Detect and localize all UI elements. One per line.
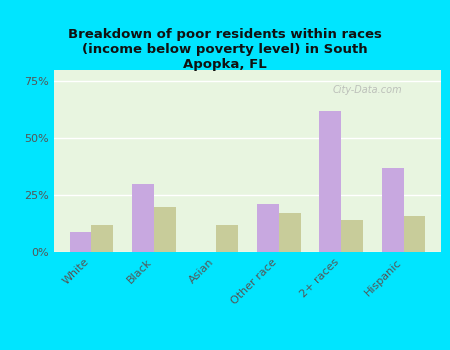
Bar: [382, 168, 404, 252]
Bar: [216, 225, 238, 252]
Bar: [132, 184, 154, 252]
Bar: [91, 225, 113, 252]
Bar: [404, 216, 425, 252]
Bar: [70, 232, 91, 252]
Bar: [279, 213, 301, 252]
Bar: [341, 220, 363, 252]
Text: City-Data.com: City-Data.com: [333, 85, 402, 95]
Bar: [257, 204, 279, 252]
Bar: [154, 206, 176, 252]
Bar: [320, 111, 341, 252]
Text: Breakdown of poor residents within races
(income below poverty level) in South
A: Breakdown of poor residents within races…: [68, 28, 382, 71]
